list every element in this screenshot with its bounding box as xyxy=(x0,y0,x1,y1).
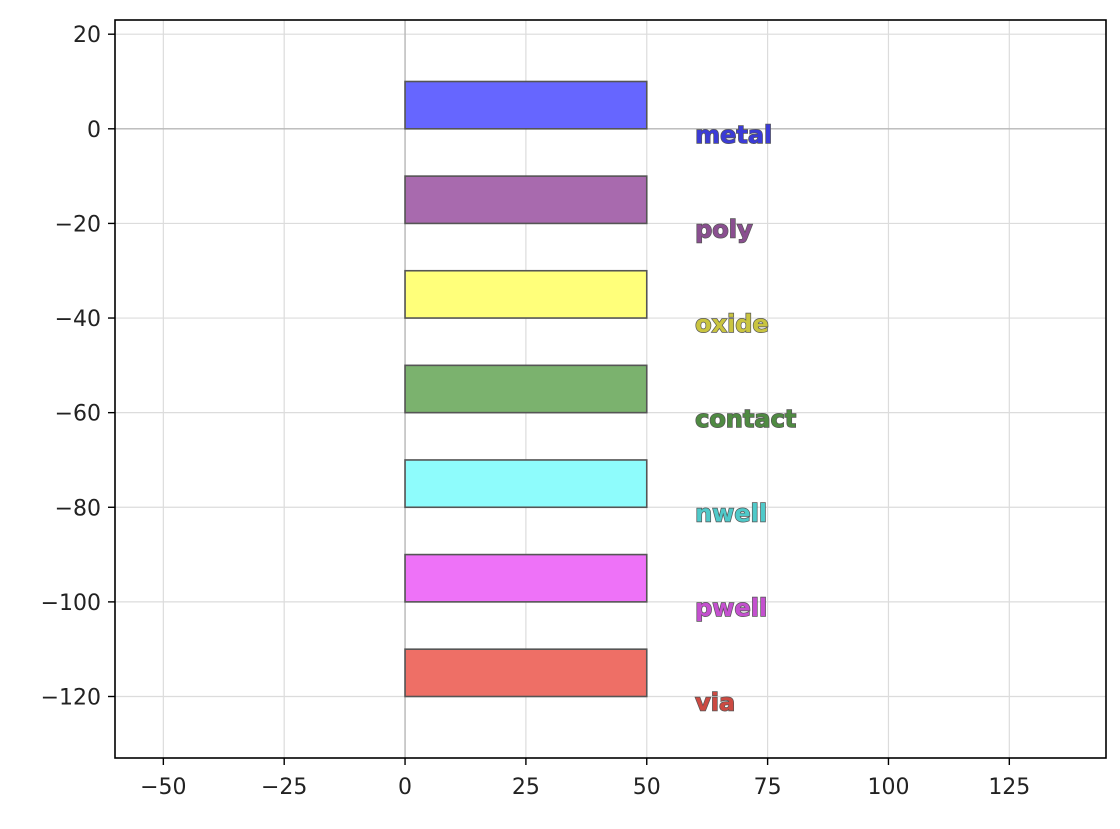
x-tick-label: 75 xyxy=(754,775,782,800)
bar-via xyxy=(404,648,648,698)
label-metal: metal xyxy=(695,121,772,149)
x-tick-label: 50 xyxy=(633,775,661,800)
y-tick-label: 0 xyxy=(87,118,101,143)
label-nwell: nwell xyxy=(695,499,767,527)
bar-metal xyxy=(404,80,648,130)
bar-oxide xyxy=(404,269,648,319)
x-tick-label: 25 xyxy=(512,775,540,800)
y-tick-label: −80 xyxy=(55,496,101,521)
y-tick-label: −120 xyxy=(41,686,101,711)
x-tick-label: −25 xyxy=(261,775,307,800)
y-tick-label: 20 xyxy=(73,23,101,48)
label-contact: contact xyxy=(695,405,796,433)
y-tick-label: −100 xyxy=(41,591,101,616)
plot-frame xyxy=(114,19,1107,759)
bar-poly xyxy=(404,175,648,225)
y-tick-label: −20 xyxy=(55,212,101,237)
bar-pwell xyxy=(404,553,648,603)
bar-contact xyxy=(404,364,648,414)
y-tick-label: −40 xyxy=(55,307,101,332)
bar-nwell xyxy=(404,459,648,509)
bars xyxy=(404,80,648,698)
y-tick-label: −60 xyxy=(55,402,101,427)
layer-labels: metal poly oxide contact nwell pwell via xyxy=(694,120,797,717)
x-tick-label: 125 xyxy=(988,775,1030,800)
label-poly: poly xyxy=(695,216,753,244)
ticks: −50 −25 0 25 50 75 100 125 20 0 −20 −40 −60 −80 −100 −1… xyxy=(41,23,1031,800)
x-tick-label: 0 xyxy=(398,775,412,800)
x-tick-label: 100 xyxy=(867,775,909,800)
label-pwell: pwell xyxy=(695,594,767,622)
label-oxide: oxide xyxy=(695,310,769,338)
x-tick-label: −50 xyxy=(140,775,186,800)
label-via: via xyxy=(695,689,735,717)
